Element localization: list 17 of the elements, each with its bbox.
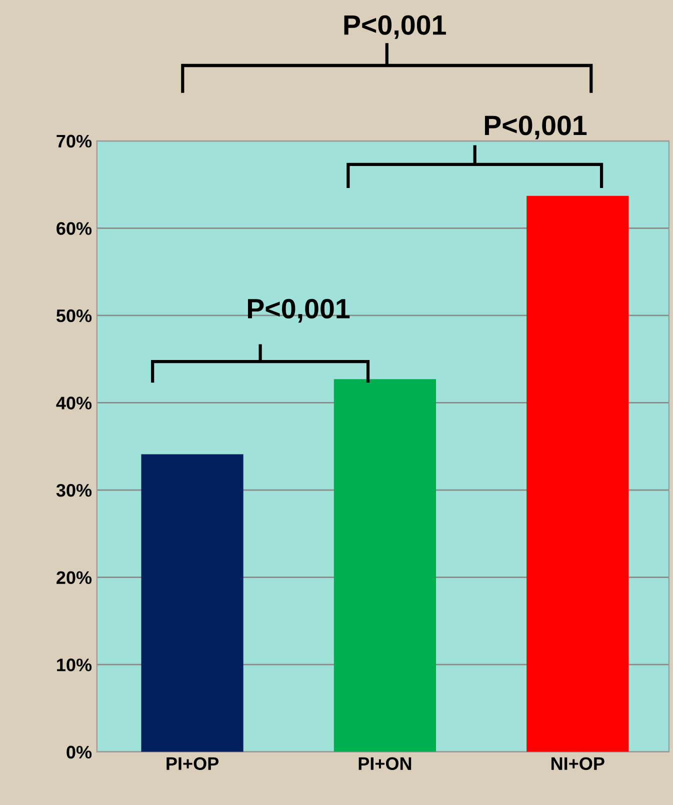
bar: [334, 379, 436, 752]
bar: [141, 454, 244, 752]
x-tick-label: NI+OP: [552, 757, 604, 770]
y-tick-label: 50%: [56, 309, 92, 322]
x-tick-label: PI+OP: [166, 757, 219, 770]
bar: [526, 196, 629, 752]
text: P<0,001: [484, 116, 587, 140]
y-tick-label: 10%: [57, 658, 92, 672]
annotation: P<0,001: [248, 298, 350, 323]
y-tick-label: 0%: [66, 746, 92, 759]
y-tick-label: 30%: [56, 484, 92, 497]
y-tick-label: 20%: [56, 571, 92, 584]
text: P<0,001: [344, 15, 446, 39]
y-tick-label: 70%: [56, 134, 92, 148]
y-tick-label: 60%: [56, 222, 92, 235]
y-tick-label: 40%: [56, 396, 92, 410]
x-tick-label: PI+ON: [358, 757, 412, 770]
